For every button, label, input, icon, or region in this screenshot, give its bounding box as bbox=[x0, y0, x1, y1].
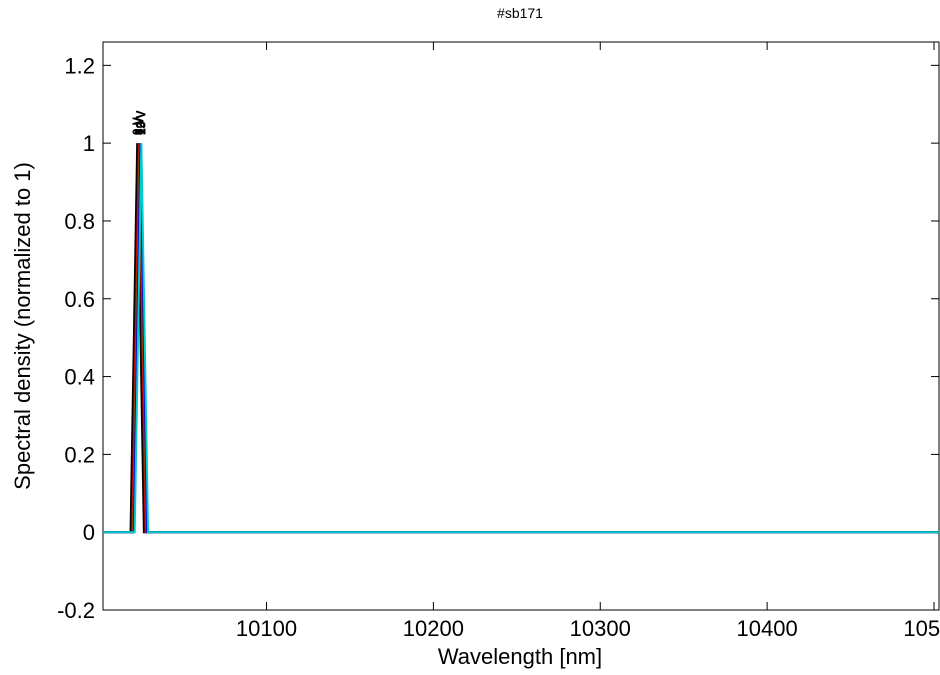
x-tick-label: 10300 bbox=[570, 616, 631, 641]
x-tick-label: 10400 bbox=[737, 616, 798, 641]
y-tick-label: 0.6 bbox=[64, 287, 95, 312]
series-line bbox=[103, 143, 939, 534]
y-tick-label: -0.2 bbox=[57, 598, 95, 623]
series-line bbox=[103, 143, 939, 534]
plot-frame bbox=[102, 41, 940, 611]
y-tick-label: 1 bbox=[83, 131, 95, 156]
x-tick-label: 10200 bbox=[403, 616, 464, 641]
series-line bbox=[103, 143, 939, 534]
series-label: 12 V bbox=[134, 110, 148, 135]
x-tick-label: 10500 bbox=[903, 616, 940, 641]
y-axis-label: Spectral density (normalized to 1) bbox=[10, 162, 35, 490]
series-line bbox=[103, 143, 939, 534]
series-label: 15 V bbox=[134, 110, 148, 135]
series-label: 6 V bbox=[133, 117, 147, 135]
series-label: 0 V bbox=[130, 117, 144, 135]
y-tick-label: 0.2 bbox=[64, 442, 95, 467]
x-axis-label: Wavelength [nm] bbox=[438, 644, 602, 669]
y-tick-label: 0.4 bbox=[64, 365, 95, 390]
y-tick-label: 1.2 bbox=[64, 53, 95, 78]
series-label: 3 V bbox=[132, 117, 146, 135]
series-line bbox=[103, 143, 939, 534]
y-tick-label: 0 bbox=[83, 520, 95, 545]
chart-title: #sb171 bbox=[497, 5, 543, 21]
x-tick-label: 10100 bbox=[236, 616, 297, 641]
y-tick-label: 0.8 bbox=[64, 209, 95, 234]
